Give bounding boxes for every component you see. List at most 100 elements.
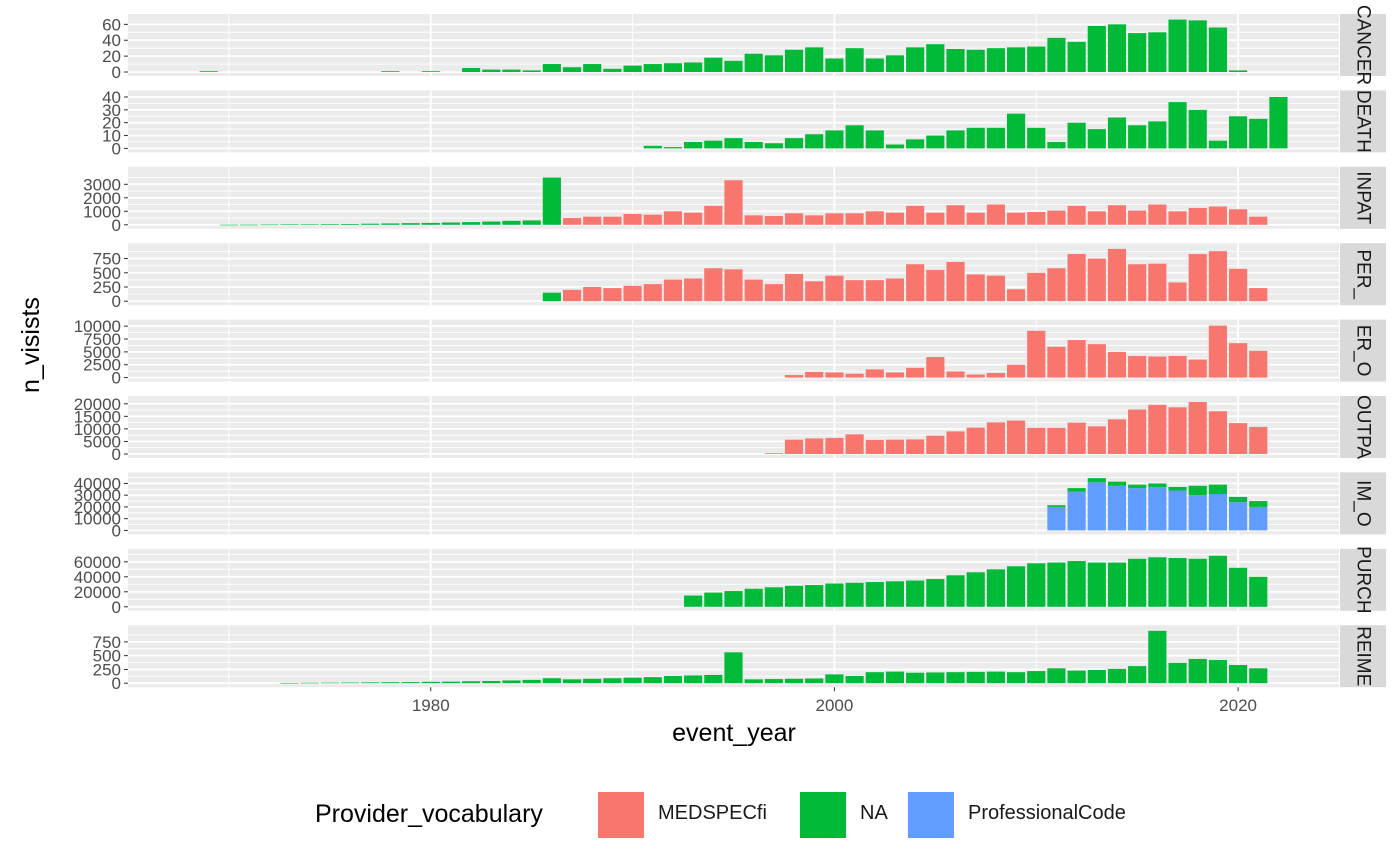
bar-medspecfi [1067,254,1086,302]
bar-professionalcode [1148,486,1167,531]
bar-na [906,139,925,149]
bar-na [825,583,844,607]
y-tick-label: 0 [112,216,121,235]
bar-na [1168,662,1187,684]
bar-na [260,224,279,226]
bar-na [1128,125,1147,149]
bar-medspecfi [744,215,763,225]
bar-medspecfi [906,367,925,378]
bar-na [300,224,319,225]
bar-medspecfi [1188,207,1207,225]
bar-na [623,677,642,684]
bar-na [764,679,783,684]
bar-medspecfi [946,431,965,454]
bar-na [381,223,400,225]
bar-medspecfi [1087,426,1106,454]
bar-na [1148,32,1167,72]
y-tick-label: 20 [102,114,121,133]
y-tick-label: 750 [93,250,121,269]
bar-na [1208,555,1227,607]
bar-na [1249,668,1268,684]
bar-na [966,127,985,149]
bar-na [1188,558,1207,607]
bar-medspecfi [845,280,864,302]
bar-medspecfi [926,212,945,225]
y-tick-label: 0 [112,369,121,388]
bar-na [1087,25,1106,72]
bar-na [542,64,561,72]
bar-medspecfi [1208,325,1227,378]
bar-medspecfi [825,437,844,454]
bar-medspecfi [986,422,1005,454]
y-tick-label: 500 [93,647,121,666]
y-tick-label: 5000 [83,432,121,451]
y-tick-label: 10000 [74,510,121,529]
bar-medspecfi [1249,426,1268,454]
bar-medspecfi [724,180,743,225]
bar-na [1107,668,1127,684]
bar-professionalcode [1067,491,1086,531]
bar-na [684,141,703,149]
y-tick-label: 0 [112,598,121,617]
bar-medspecfi [1128,409,1147,454]
bar-medspecfi [885,372,905,378]
bar-medspecfi [1027,330,1046,378]
bar-na [1087,669,1106,684]
y-tick-label: 0 [112,521,121,540]
bar-na [946,672,965,684]
bar-medspecfi [1229,209,1248,225]
bar-na [522,220,541,225]
bar-medspecfi [986,204,1005,225]
x-tick-label: 2000 [816,696,854,715]
bar-na [1128,666,1147,684]
bar-na [663,676,683,684]
bar-professionalcode [1087,482,1106,531]
bar-medspecfi [1128,264,1147,302]
bar-medspecfi [845,434,864,454]
bar-professionalcode [1168,490,1187,531]
y-tick-label: 40 [102,88,121,107]
bar-na [784,138,804,149]
y-tick-label: 1000 [83,202,121,221]
bar-na [825,58,844,72]
bar-medspecfi [885,439,905,454]
bar-medspecfi [1006,289,1026,302]
y-tick-label: 0 [112,63,121,82]
legend-label-medspecfi: MEDSPECfi [658,802,767,824]
bar-na [1027,671,1046,684]
y-tick-label: 20000 [74,395,121,414]
bar-na [421,71,440,72]
y-tick-label: 750 [93,633,121,652]
bar-professionalcode [1208,494,1227,531]
bar-na [1229,116,1248,149]
bar-medspecfi [784,273,804,302]
bar-na [1107,481,1127,486]
bar-medspecfi [1168,282,1187,302]
bar-na [542,678,561,684]
bar-medspecfi [865,369,884,378]
bar-na [381,682,400,684]
y-tick-label: 15000 [74,407,121,426]
bar-na [562,679,582,684]
facet-strip-label: ER_O [1353,325,1374,377]
bar-medspecfi [1128,356,1147,378]
legend-key-na [800,792,846,838]
x-tick-label: 1980 [412,696,450,715]
bar-na [764,143,783,149]
bar-na [906,672,925,684]
facet-strip [1340,319,1386,382]
bar-na [542,177,561,225]
facet-strip [1340,14,1386,76]
bar-medspecfi [906,264,925,302]
bar-na [684,62,703,72]
bar-na [522,679,541,684]
bar-na [280,682,299,684]
bar-na [865,130,884,149]
bar-na [1107,117,1127,149]
bar-na [562,67,582,72]
y-tick-label: 40000 [74,568,121,587]
bar-medspecfi [966,274,985,302]
bar-na [502,69,521,72]
